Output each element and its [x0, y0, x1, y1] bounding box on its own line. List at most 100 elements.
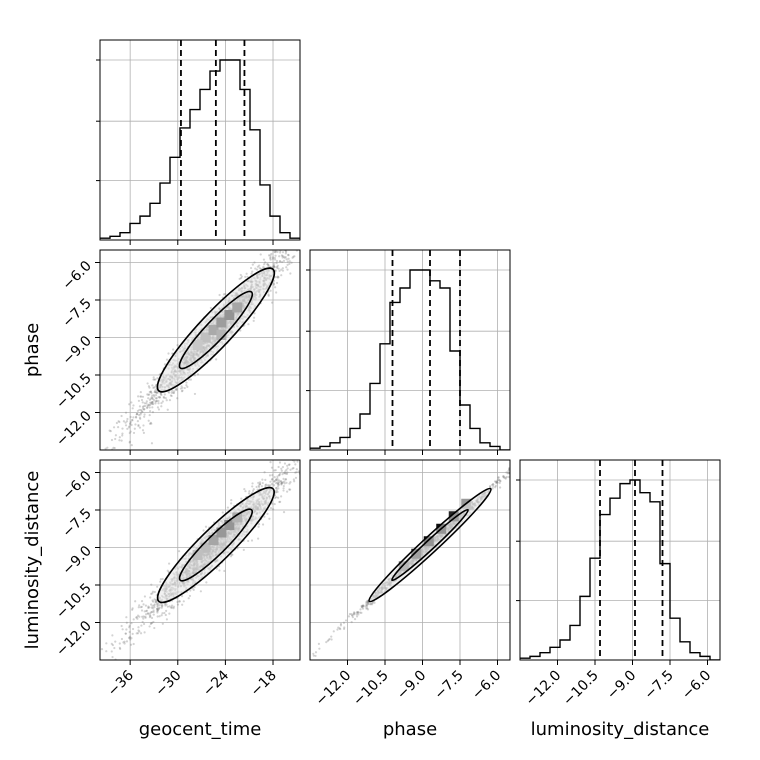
sample-point: [287, 245, 289, 247]
sample-point: [272, 264, 276, 268]
sample-point: [105, 642, 108, 645]
sample-point: [514, 466, 516, 468]
sample-point: [495, 481, 498, 484]
sample-point: [218, 569, 221, 572]
sample-point: [140, 398, 144, 402]
sample-point: [299, 244, 301, 246]
sample-point: [149, 596, 152, 599]
sample-point: [276, 479, 279, 482]
x-tick-label: −12.0: [523, 668, 565, 710]
sample-point: [157, 608, 160, 611]
sample-point: [132, 642, 135, 646]
sample-point: [288, 463, 291, 466]
sample-point: [277, 496, 280, 499]
sample-point: [135, 413, 139, 416]
sample-point: [204, 525, 208, 528]
sample-point: [281, 245, 283, 247]
sample-point: [244, 490, 247, 493]
y-tick-label: −9.0: [59, 333, 94, 368]
sample-point: [168, 398, 172, 402]
contour-inner: [178, 508, 254, 582]
sample-point: [252, 316, 256, 319]
sample-point: [373, 601, 376, 604]
sample-point: [274, 250, 277, 254]
sample-point: [147, 393, 150, 396]
sample-point: [165, 618, 169, 621]
sample-point: [292, 466, 295, 470]
sample-point: [516, 470, 518, 472]
sample-point: [320, 454, 322, 456]
sample-point: [155, 391, 158, 394]
sample-point: [155, 391, 159, 394]
sample-point: [277, 267, 280, 270]
sample-point: [297, 450, 299, 452]
sample-point: [282, 484, 285, 488]
sample-point: [193, 374, 197, 377]
sample-point: [158, 606, 161, 609]
sample-point: [541, 443, 543, 445]
sample-point: [355, 613, 358, 616]
sample-point: [249, 266, 253, 270]
sample-point: [366, 607, 369, 610]
sample-point: [141, 410, 144, 414]
sample-point: [360, 605, 363, 609]
sample-point: [277, 479, 280, 482]
sample-point: [142, 424, 145, 427]
sample-point: [151, 384, 154, 387]
sample-point: [301, 454, 303, 456]
sample-point: [130, 622, 133, 625]
sample-point: [276, 481, 279, 484]
sample-point: [297, 470, 300, 473]
sample-point: [306, 234, 308, 236]
sample-point: [269, 460, 272, 464]
sample-point: [130, 443, 133, 447]
sample-point: [274, 254, 277, 257]
sample-point: [317, 441, 319, 443]
sample-point: [106, 446, 109, 449]
sample-point: [572, 410, 574, 412]
sample-point: [151, 621, 154, 625]
sample-point: [286, 471, 289, 474]
sample-point: [152, 609, 155, 612]
sample-point: [495, 481, 498, 484]
sample-point: [243, 487, 246, 491]
sample-point: [135, 616, 138, 619]
sample-point: [282, 477, 285, 480]
sample-point: [178, 550, 181, 553]
sample-point: [154, 601, 157, 604]
sample-point: [251, 482, 254, 485]
sample-point: [353, 618, 357, 621]
sample-point: [152, 600, 155, 603]
sample-point: [139, 606, 142, 609]
sample-point: [153, 390, 156, 394]
sample-point: [178, 600, 181, 603]
sample-point: [170, 604, 174, 607]
sample-point: [257, 525, 260, 528]
sample-point: [339, 199, 341, 201]
sample-point: [274, 286, 277, 289]
sample-point: [146, 404, 149, 407]
sample-point: [172, 391, 175, 394]
sample-point: [131, 632, 134, 635]
sample-point: [148, 393, 151, 396]
sample-point: [143, 407, 146, 411]
sample-point: [306, 225, 308, 227]
sample-point: [223, 569, 226, 573]
sample-point: [359, 611, 362, 614]
sample-point: [164, 397, 167, 400]
sample-point: [317, 642, 320, 645]
sample-point: [165, 399, 168, 402]
sample-point: [239, 276, 243, 280]
sample-point: [230, 499, 233, 502]
sample-point: [512, 471, 514, 473]
sample-point: [108, 429, 111, 432]
sample-point: [270, 252, 273, 256]
sample-point: [254, 267, 257, 270]
sample-point: [356, 611, 359, 614]
sample-point: [129, 420, 132, 423]
sample-point: [142, 431, 145, 434]
sample-point: [229, 555, 233, 558]
sample-point: [283, 237, 285, 239]
sample-point: [512, 467, 514, 469]
sample-point: [314, 651, 318, 654]
